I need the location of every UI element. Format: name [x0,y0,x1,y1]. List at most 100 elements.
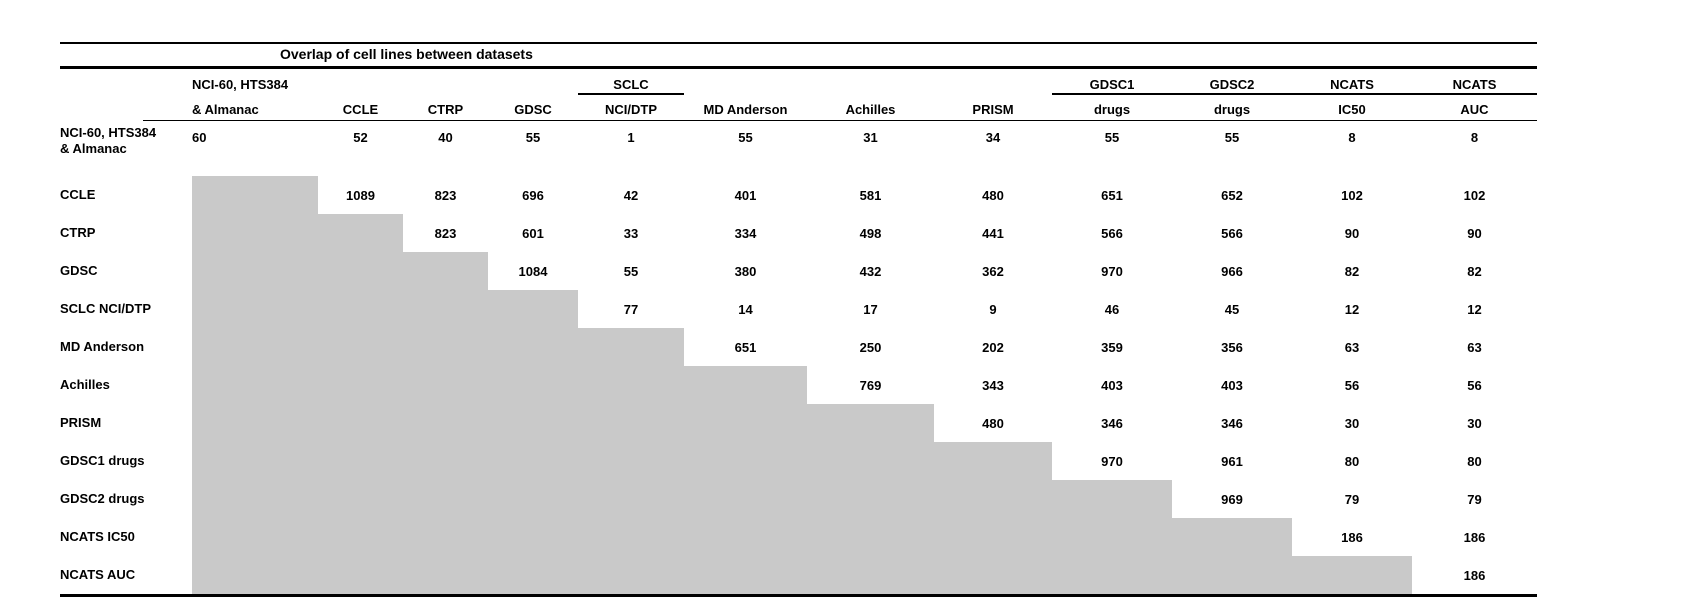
col-header-ncats_ic50-line2: IC50 [1338,101,1366,117]
table-cell-shaded [488,404,578,442]
table-row: NCATS AUC 186 [60,556,1537,594]
table-cell: 1089 [346,187,375,203]
table-cell: 581 [859,187,882,203]
table-cell-shaded [684,556,807,594]
table-cell: 56 [1344,377,1360,393]
table-cell: 362 [982,263,1004,279]
table-cell-shaded [318,518,403,556]
table-cell: 63 [1467,339,1482,355]
table-cell-shaded [807,518,934,556]
table-cell-shaded [318,252,403,290]
table-cell-shaded [192,404,318,442]
table-cell-shaded [318,214,403,252]
table-cell: 12 [1467,301,1482,317]
table-cell-shaded [488,556,578,594]
table-body: NCI-60, HTS384 & Almanac 60 52 40 55 1 55 31 34 55… [60,121,1537,594]
table-cell-shaded [192,290,318,328]
row-label-line2: & Almanac [60,141,127,156]
table-cell: 403 [1101,377,1123,393]
row-label: SCLC NCI/DTP [60,301,151,316]
table-cell: 56 [1467,377,1482,393]
table-cell-shaded [403,366,488,404]
table-cell: 186 [1341,529,1363,545]
table-cell: 90 [1467,225,1482,241]
table-cell: 651 [1101,187,1123,203]
table-cell-shaded [934,480,1052,518]
table-cell-shaded [403,480,488,518]
row-label: NCI-60, HTS384 & Almanac [60,121,192,176]
table-cell: 334 [734,225,757,241]
col-header-nci60-line1: NCI-60, HTS384 [192,76,289,92]
col-header-sclc-line2: NCI/DTP [605,101,657,117]
table-row: CTRP 823 601 33 334 498 441 566 566 90 90 [60,214,1537,252]
table-cell: 186 [1463,567,1486,583]
table-cell-shaded [1292,556,1412,594]
table-cell: 346 [1221,415,1243,431]
table-cell: 601 [522,225,544,241]
table-title: Overlap of cell lines between datasets [280,46,533,62]
table-cell-shaded [578,480,684,518]
table-cell-shaded [1172,518,1292,556]
table-cell-shaded [192,328,318,366]
overlap-table: Overlap of cell lines between datasets N… [60,42,1537,597]
table-row: Achilles 769 343 403 403 56 56 [60,366,1537,404]
table-cell: 202 [982,339,1004,355]
table-cell: 969 [1221,491,1243,507]
table-cell: 55 [525,130,541,145]
table-cell: 82 [1344,263,1360,279]
table-cell-shaded [488,480,578,518]
rule-under-title [60,66,1537,69]
col-header-achilles-line2: Achilles [845,101,896,117]
table-cell: 8 [1470,130,1479,145]
col-header-ccle-line1 [318,92,403,95]
table-cell-shaded [684,480,807,518]
table-cell-shaded [578,328,684,366]
table-cell: 12 [1344,301,1360,317]
table-cell: 80 [1344,453,1360,469]
table-cell-shaded [403,404,488,442]
row-label: MD Anderson [60,339,145,354]
col-header-gdsc-line2: GDSC [514,101,552,117]
table-cell: 17 [863,301,878,317]
table-cell-shaded [192,214,318,252]
table-cell-shaded [318,328,403,366]
table-cell-shaded [403,328,488,366]
col-header-gdsc-line1 [488,92,578,95]
table-cell-shaded [1052,480,1172,518]
table-cell-shaded [578,518,684,556]
col-header-ncats_auc-line1: NCATS [1412,77,1537,95]
table-cell-shaded [578,366,684,404]
table-cell-shaded [807,404,934,442]
table-cell: 823 [434,225,457,241]
row-label: NCATS AUC [60,567,136,582]
row-label: GDSC [60,263,98,278]
table-title-row: Overlap of cell lines between datasets [60,44,1537,66]
table-cell: 55 [1224,130,1240,145]
table-cell-shaded [192,556,318,594]
table-cell: 823 [434,187,457,203]
header-row-1: NCI-60, HTS384 SCLC GDSC1 GDSC2 NCATS NCATS [60,69,1537,95]
table-cell-shaded [934,518,1052,556]
table-cell-shaded [934,442,1052,480]
table-cell: 40 [438,130,453,145]
table-cell-shaded [684,366,807,404]
table-row: GDSC1 drugs 970 961 80 80 [60,442,1537,480]
col-header-sclc-line1: SCLC [578,77,684,95]
table-row: PRISM 480 346 346 30 30 [60,404,1537,442]
table-cell-shaded [192,176,318,214]
row-label: Achilles [60,377,110,392]
table-row: MD Anderson 651 250 202 359 356 63 63 [60,328,1537,366]
table-cell: 55 [738,130,753,145]
table-cell-shaded [807,442,934,480]
table-cell: 356 [1221,339,1243,355]
table-cell: 380 [734,263,757,279]
row-label: NCATS IC50 [60,529,135,544]
table-cell: 441 [982,225,1004,241]
table-cell-shaded [488,366,578,404]
table-cell-shaded [403,518,488,556]
col-header-mdanderson-line1 [684,92,807,95]
table-cell: 90 [1344,225,1360,241]
table-cell-shaded [403,252,488,290]
table-cell: 343 [982,377,1004,393]
table-cell: 401 [734,187,757,203]
